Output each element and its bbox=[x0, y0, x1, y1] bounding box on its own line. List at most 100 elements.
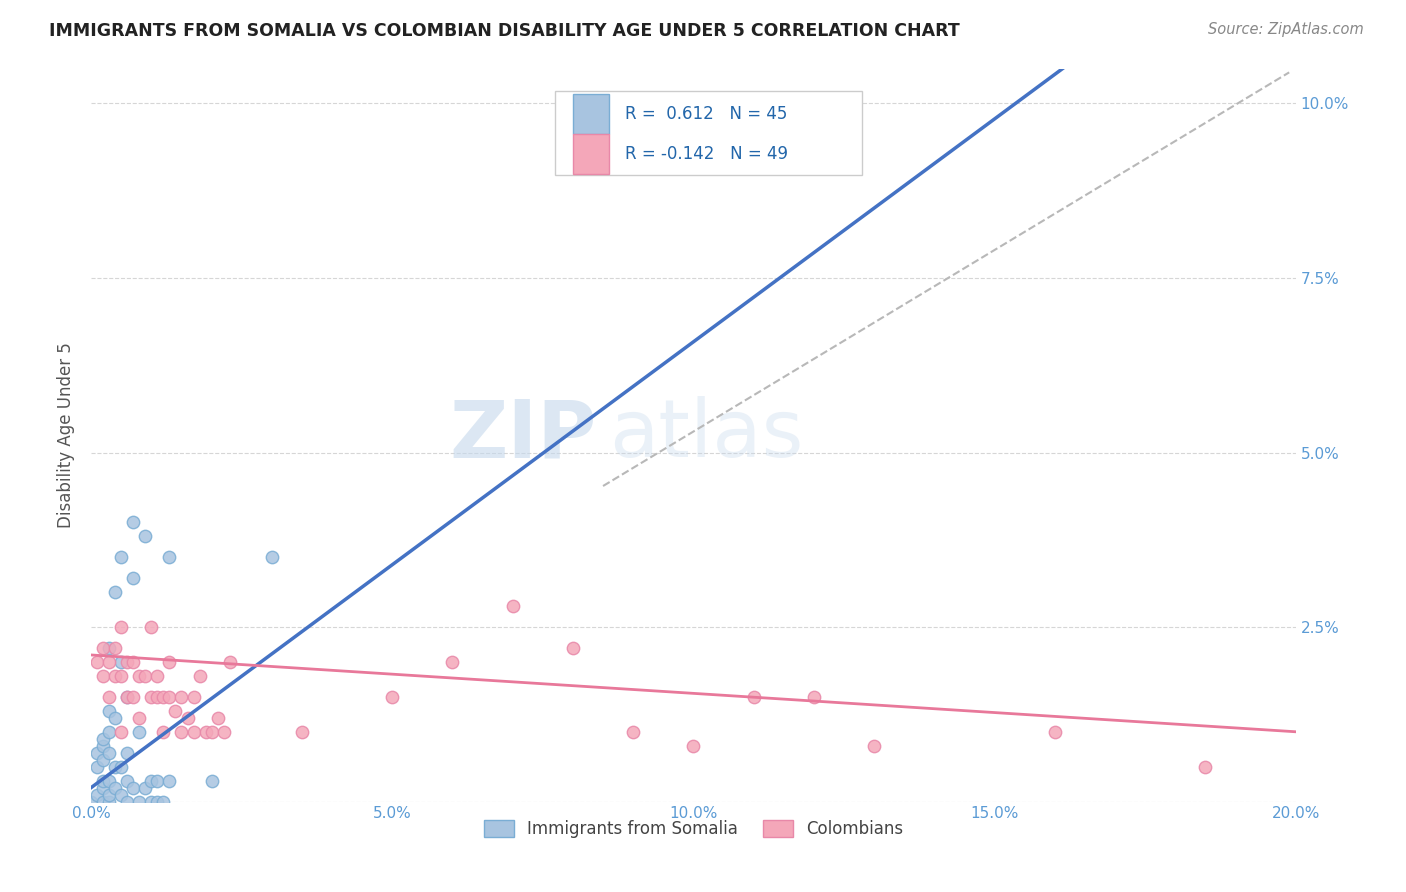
Point bbox=[159, 773, 181, 788]
Point bbox=[117, 690, 139, 704]
Point bbox=[152, 795, 174, 809]
Point bbox=[134, 780, 156, 795]
Point bbox=[91, 773, 114, 788]
Text: Source: ZipAtlas.com: Source: ZipAtlas.com bbox=[1208, 22, 1364, 37]
Point bbox=[134, 529, 156, 543]
FancyBboxPatch shape bbox=[572, 134, 609, 174]
Point bbox=[381, 690, 404, 704]
Point bbox=[104, 711, 127, 725]
Point bbox=[176, 711, 198, 725]
Y-axis label: Disability Age Under 5: Disability Age Under 5 bbox=[58, 343, 75, 528]
Point bbox=[212, 724, 235, 739]
Legend: Immigrants from Somalia, Colombians: Immigrants from Somalia, Colombians bbox=[477, 813, 910, 845]
Point bbox=[98, 724, 121, 739]
Point bbox=[502, 599, 524, 613]
Point bbox=[98, 655, 121, 669]
Point bbox=[141, 773, 163, 788]
Point bbox=[146, 773, 169, 788]
Point bbox=[200, 724, 222, 739]
Point bbox=[110, 620, 132, 634]
Text: R =  0.612   N = 45: R = 0.612 N = 45 bbox=[624, 105, 787, 123]
Point bbox=[159, 690, 181, 704]
Point bbox=[141, 620, 163, 634]
Point bbox=[117, 655, 139, 669]
Point bbox=[110, 759, 132, 773]
Point bbox=[91, 753, 114, 767]
Point bbox=[194, 724, 217, 739]
Point bbox=[104, 585, 127, 599]
Point bbox=[183, 690, 205, 704]
Point bbox=[110, 724, 132, 739]
Point bbox=[98, 773, 121, 788]
Text: IMMIGRANTS FROM SOMALIA VS COLOMBIAN DISABILITY AGE UNDER 5 CORRELATION CHART: IMMIGRANTS FROM SOMALIA VS COLOMBIAN DIS… bbox=[49, 22, 960, 40]
Point bbox=[117, 795, 139, 809]
Text: atlas: atlas bbox=[609, 396, 803, 474]
Point bbox=[98, 746, 121, 760]
Point bbox=[170, 690, 193, 704]
Point bbox=[146, 795, 169, 809]
Point bbox=[134, 669, 156, 683]
Point bbox=[104, 640, 127, 655]
Point bbox=[122, 516, 145, 530]
Point bbox=[80, 795, 103, 809]
Point bbox=[122, 780, 145, 795]
Point bbox=[91, 795, 114, 809]
Point bbox=[91, 640, 114, 655]
Point bbox=[803, 690, 825, 704]
Point bbox=[621, 724, 644, 739]
Point bbox=[128, 669, 150, 683]
Point bbox=[128, 795, 150, 809]
Point bbox=[146, 690, 169, 704]
Point bbox=[110, 550, 132, 565]
Point bbox=[117, 690, 139, 704]
Text: R = -0.142   N = 49: R = -0.142 N = 49 bbox=[624, 145, 787, 162]
Point bbox=[110, 655, 132, 669]
Point bbox=[128, 711, 150, 725]
Point bbox=[141, 795, 163, 809]
Point bbox=[98, 704, 121, 718]
Point bbox=[165, 704, 187, 718]
Point bbox=[122, 655, 145, 669]
Point bbox=[128, 724, 150, 739]
Point bbox=[152, 690, 174, 704]
Point bbox=[91, 780, 114, 795]
Point bbox=[104, 759, 127, 773]
Point bbox=[86, 788, 108, 802]
Point bbox=[122, 571, 145, 585]
Point bbox=[98, 690, 121, 704]
Point bbox=[117, 746, 139, 760]
FancyBboxPatch shape bbox=[555, 90, 862, 175]
FancyBboxPatch shape bbox=[572, 94, 609, 135]
Point bbox=[682, 739, 704, 753]
Text: ZIP: ZIP bbox=[450, 396, 598, 474]
Point bbox=[91, 739, 114, 753]
Point bbox=[1194, 759, 1216, 773]
Point bbox=[98, 795, 121, 809]
Point bbox=[441, 655, 464, 669]
Point bbox=[863, 739, 886, 753]
Point bbox=[141, 690, 163, 704]
Point bbox=[122, 690, 145, 704]
Point bbox=[291, 724, 314, 739]
Point bbox=[110, 788, 132, 802]
Point bbox=[183, 724, 205, 739]
Point bbox=[170, 724, 193, 739]
Point bbox=[104, 669, 127, 683]
Point bbox=[146, 669, 169, 683]
Point bbox=[98, 640, 121, 655]
Point bbox=[86, 759, 108, 773]
Point bbox=[104, 780, 127, 795]
Point bbox=[561, 640, 583, 655]
Point bbox=[110, 669, 132, 683]
Point bbox=[742, 690, 765, 704]
Point bbox=[188, 669, 211, 683]
Point bbox=[159, 655, 181, 669]
Point bbox=[200, 773, 222, 788]
Point bbox=[86, 746, 108, 760]
Point bbox=[98, 788, 121, 802]
Point bbox=[218, 655, 240, 669]
Point bbox=[159, 550, 181, 565]
Point bbox=[86, 655, 108, 669]
Point bbox=[1043, 724, 1066, 739]
Point bbox=[91, 731, 114, 746]
